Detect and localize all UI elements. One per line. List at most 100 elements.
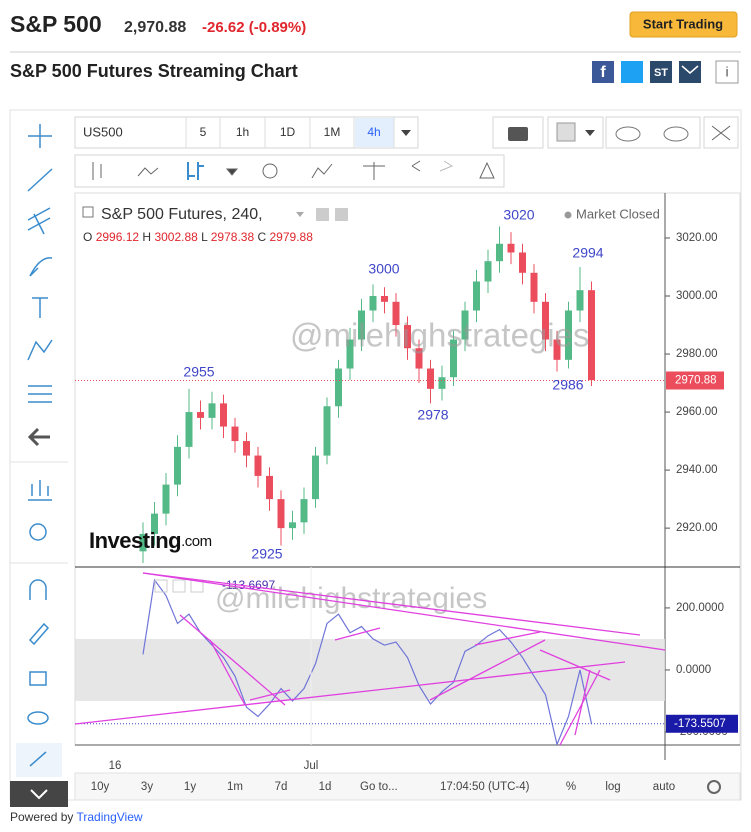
y-tick-label: 3000.00 [676,290,718,302]
range-button[interactable]: 1y [184,781,196,793]
status-dot [564,211,572,219]
brand-suffix: .com [181,533,212,550]
text-tool[interactable] [32,297,48,318]
link-tool-bg[interactable] [16,743,62,777]
indicator-band [75,638,665,701]
alert-icon[interactable] [479,161,495,179]
candle-body [519,252,526,273]
settings-icon[interactable] [262,163,278,179]
candle-body [576,290,584,311]
legend-settings[interactable] [335,208,348,221]
settings-gear[interactable] [707,780,721,794]
compare-icon[interactable] [363,162,385,180]
pattern-tool[interactable] [27,339,53,361]
interval[interactable]: 1M [324,125,341,139]
instrument-title: S&P 500 [10,11,102,37]
left-toolbar [16,124,62,777]
cloud-save[interactable] [663,126,689,142]
email-icon[interactable] [679,61,701,83]
candle-body [450,339,457,378]
range-button[interactable]: 10y [91,781,110,793]
candle-body [484,261,492,282]
twitter-icon[interactable] [621,61,643,83]
stocktwits-label[interactable]: ST [654,67,668,79]
powered-brand[interactable]: TradingView [77,810,143,824]
measure-tool[interactable] [28,480,52,501]
projection-tool[interactable] [28,385,52,403]
interval[interactable]: 1h [236,125,249,139]
collapse-legend[interactable] [82,206,94,218]
price-annotation: 2986 [552,377,583,393]
candle-body [266,475,273,500]
candles-icon[interactable] [92,162,102,180]
powered-by: Powered by TradingView [10,810,143,824]
brush-tool[interactable] [29,257,53,277]
info-icon[interactable] [715,60,739,84]
style-dropdown[interactable] [225,168,239,176]
ind-legend-eye[interactable] [154,579,168,593]
scale-option[interactable]: auto [653,781,675,793]
ind-legend-settings[interactable] [172,579,186,593]
interval[interactable]: 5 [200,125,207,139]
camera-icon [508,127,528,141]
hide-tool[interactable] [27,427,50,447]
ind-legend-value: -113.6697 [222,578,275,592]
bars-icon[interactable] [187,162,204,180]
ohlc-label: L [201,230,208,244]
y-tick-label: 2980.00 [676,348,718,360]
ind-y-tick-label: 200.0000 [676,602,724,614]
candle-body [346,339,354,369]
candle-body [174,446,181,485]
range-button[interactable]: 1m [227,781,243,793]
lock-drawing-tool[interactable] [28,622,50,646]
start-trading-button[interactable] [629,11,738,38]
magnet-tool[interactable] [29,579,47,600]
stocktwits-icon[interactable] [650,61,672,83]
brand: Investing [89,528,181,553]
undo-icon[interactable] [411,160,421,172]
range-button[interactable]: 7d [275,781,288,793]
line-style-icon[interactable] [137,167,159,177]
ohlc-value: 2996.12 [96,230,140,244]
collapse-button[interactable] [10,781,68,807]
line-tool[interactable] [27,168,53,192]
price-change: -26.62 (-0.89%) [202,19,306,36]
interval-dropdown[interactable] [401,130,411,136]
candle-body [427,368,434,389]
interval[interactable]: 1D [280,125,296,139]
cloud-load[interactable] [615,126,641,142]
facebook-icon[interactable] [592,61,614,83]
facebook-letter[interactable]: f [600,64,606,81]
cloud-buttons[interactable] [605,116,701,149]
symbol[interactable]: US500 [83,124,123,139]
candle-body [162,484,170,514]
visibility-tool[interactable] [27,711,49,725]
scale-option[interactable]: log [605,781,620,793]
redo-icon[interactable] [439,160,454,172]
series-menu[interactable] [296,212,304,217]
fib-tool[interactable] [27,207,51,235]
scale-option[interactable]: % [566,781,576,793]
interval[interactable]: 4h [367,125,380,139]
candle-body [139,533,147,552]
color-swatch [556,122,576,142]
email-glyph [681,65,699,74]
candle-body [231,426,239,442]
indicators-icon[interactable] [311,163,333,179]
tool-bar [74,154,505,188]
goto-button[interactable]: Go to... [360,781,398,793]
link-tool[interactable] [29,751,47,767]
fullscreen-button[interactable] [703,116,739,149]
legend-eye[interactable] [316,208,329,221]
range-button[interactable]: 1d [319,781,332,793]
ohlc-value: 2979.88 [270,230,314,244]
range-button[interactable]: 3y [141,781,153,793]
indicator-line [142,578,593,745]
powered-prefix: Powered by [10,810,73,824]
start-trading-label[interactable]: Start Trading [643,16,723,31]
cross-tool[interactable] [28,124,52,148]
lock-tool[interactable] [29,671,47,686]
zoom-tool[interactable] [29,523,47,541]
active-interval [355,118,394,147]
